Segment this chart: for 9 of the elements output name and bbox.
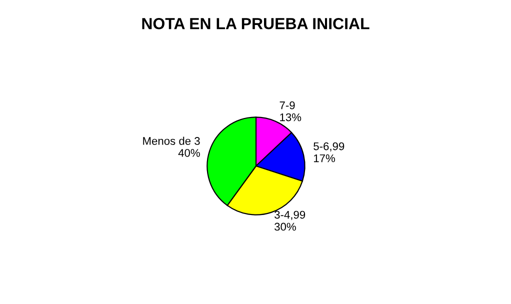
data-label: 17% [314,154,335,162]
data-label: 13% [280,113,302,122]
slice-label: 3-4,99 [274,210,306,220]
chart-title: NOTA EN LA PRUEBA INICIAL [142,18,370,30]
slice-label: Menos de 3 [143,136,200,145]
slice-label: 5-6,99 [314,142,344,152]
data-label: 30% [274,222,296,231]
data-label: 40% [178,149,200,157]
slice-label: 7-9 [280,101,295,110]
